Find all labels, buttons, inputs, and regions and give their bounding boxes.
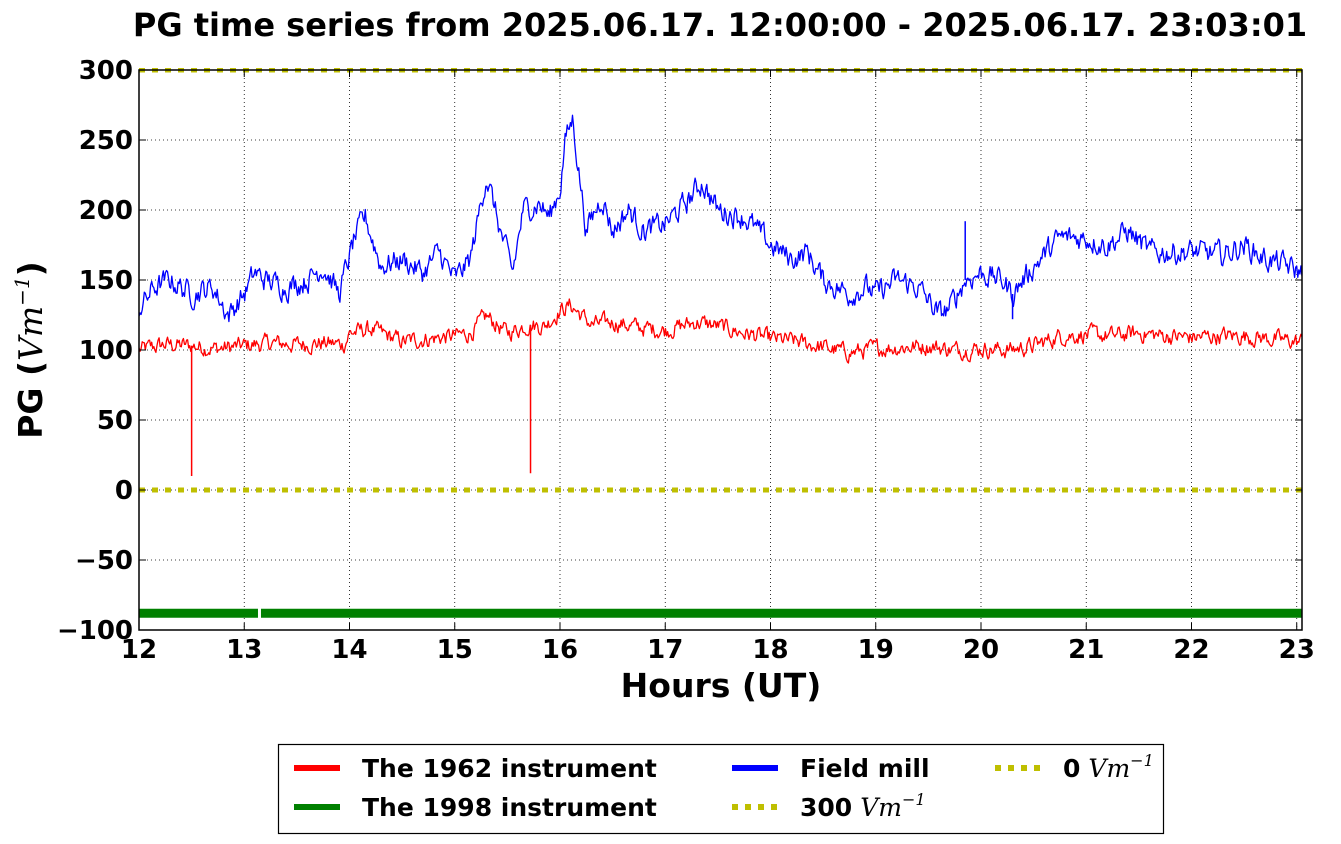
x-tick-label: 23 [1279, 635, 1315, 665]
legend-box [277, 743, 1165, 835]
x-tick-label: 16 [542, 635, 578, 665]
series-field-mill [139, 114, 1302, 323]
legend-label-300-line: 300 Vm−1 [800, 790, 926, 822]
y-tick-label: −50 [75, 546, 133, 576]
x-tick-label: 21 [1068, 635, 1104, 665]
plot-series [139, 68, 1302, 618]
legend-label-1962-instrument: The 1962 instrument [362, 754, 657, 783]
y-tick-label: 100 [79, 336, 133, 366]
series-line-field-mill [139, 114, 1302, 323]
legend-label-0-unit: Vm [1088, 754, 1130, 783]
y-axis-label-exponent: −1 [10, 276, 34, 305]
y-tick-label: 300 [79, 56, 133, 86]
y-axis-label-suffix: ) [11, 261, 50, 276]
y-tick-label: −100 [57, 616, 133, 646]
y-axis-label-prefix: PG ( [11, 361, 50, 439]
x-axis-label: Hours (UT) [621, 666, 822, 705]
x-tick-label: 13 [226, 635, 262, 665]
grid [138, 69, 1302, 631]
legend-label-0-line: 0 Vm−1 [1063, 751, 1154, 783]
x-tick-label: 18 [752, 635, 788, 665]
legend-item-field-mill: Field mill [732, 754, 930, 783]
y-axis-label: PG (Vm−1) [10, 261, 50, 439]
y-tick-label: 50 [97, 406, 133, 436]
x-tick-label: 22 [1173, 635, 1209, 665]
x-tick-label: 17 [647, 635, 683, 665]
x-axis-ticks: 12 13 14 15 16 17 18 19 20 21 22 23 [121, 70, 1315, 665]
chart-title: PG time series from 2025.06.17. 12:00:00… [133, 6, 1307, 44]
x-tick-label: 14 [331, 635, 367, 665]
legend-item-0-line: 0 Vm−1 [995, 751, 1154, 783]
legend: The 1962 instrument The 1998 instrument … [277, 743, 1165, 835]
legend-label-300-exponent: −1 [902, 790, 926, 809]
x-tick-label: 20 [963, 635, 999, 665]
legend-label-0-value: 0 [1063, 754, 1080, 783]
x-tick-label: 15 [437, 635, 473, 665]
series-the-1962-instrument [139, 298, 1302, 476]
legend-item-300-line: 300 Vm−1 [732, 790, 926, 822]
y-axis-label-unit: Vm [11, 306, 50, 361]
y-tick-label: 250 [79, 126, 133, 156]
legend-item-1962-instrument: The 1962 instrument [294, 754, 657, 783]
y-tick-label: 0 [115, 476, 133, 506]
series-line-the-1962-instrument [139, 298, 1302, 364]
x-tick-label: 19 [858, 635, 894, 665]
legend-label-field-mill: Field mill [800, 754, 930, 783]
legend-label-300-value: 300 [800, 793, 852, 822]
y-tick-label: 150 [79, 266, 133, 296]
legend-label-300-unit: Vm [860, 793, 902, 822]
y-axis-ticks: 300 250 200 150 100 50 0 −50 −100 [57, 56, 1302, 646]
legend-label-1998-instrument: The 1998 instrument [362, 793, 657, 822]
legend-label-0-exponent: −1 [1130, 751, 1154, 770]
x-tick-label: 12 [121, 635, 157, 665]
y-tick-label: 200 [79, 196, 133, 226]
legend-item-1998-instrument: The 1998 instrument [294, 793, 657, 822]
